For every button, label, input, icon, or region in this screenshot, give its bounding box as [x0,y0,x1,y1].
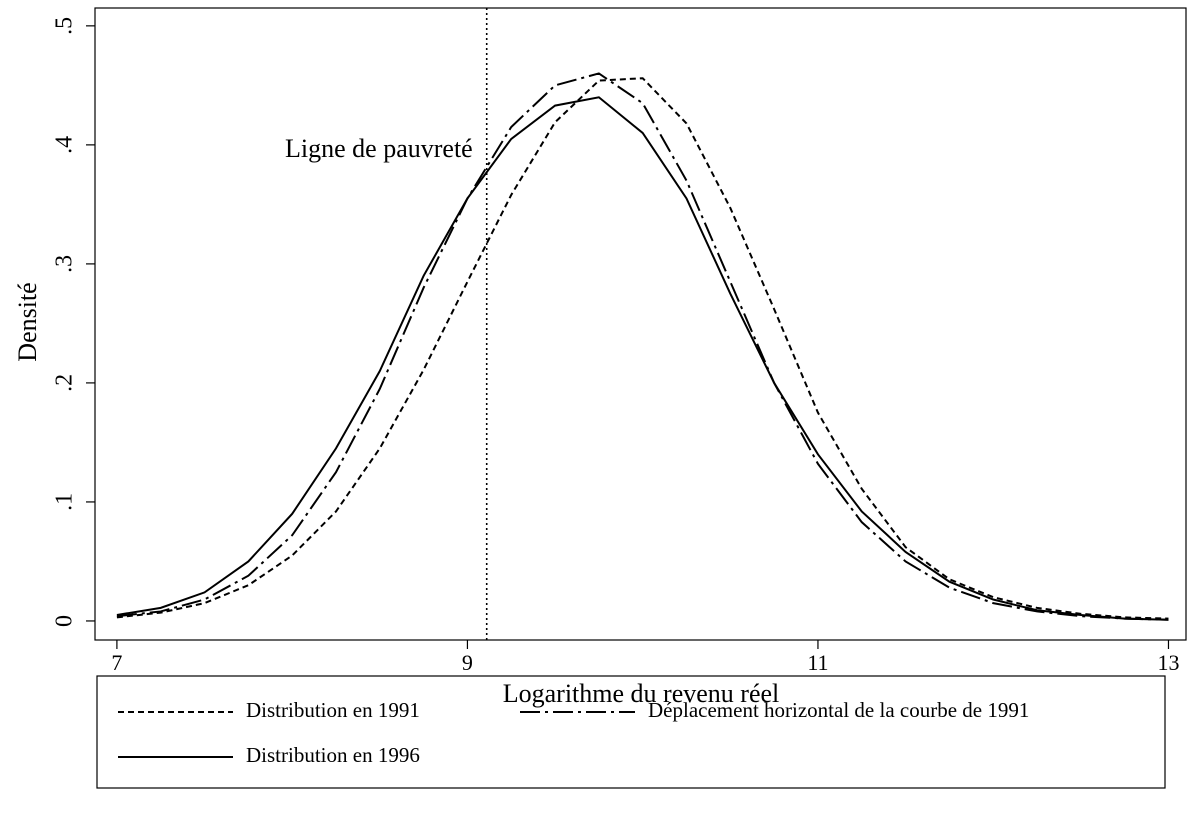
plot-frame [94,7,1187,641]
x-tick-label: 9 [462,650,473,675]
y-tick-label: .5 [52,17,78,35]
legend-box [96,675,1166,789]
y-tick-label: .1 [52,493,78,511]
x-tick-label: 13 [1157,650,1179,675]
x-axis-title: Logarithme du revenu réel [503,679,780,708]
y-tick-label: .2 [52,374,78,392]
legend-label: Déplacement horizontal de la courbe de 1… [648,698,1029,722]
x-tick-label: 11 [807,650,828,675]
legend-label: Distribution en 1996 [246,743,420,767]
y-tick-label: 0 [52,615,78,627]
legend-label: Distribution en 1991 [246,698,420,722]
y-tick-label: .4 [52,136,78,154]
x-tick-label: 7 [111,650,122,675]
series-line [116,96,1169,621]
y-tick-label: .3 [52,255,78,273]
y-axis-title: Densité [13,282,42,361]
series-line [116,72,1169,621]
poverty-line-label: Ligne de pauvreté [285,134,473,163]
series-line [116,77,1169,620]
